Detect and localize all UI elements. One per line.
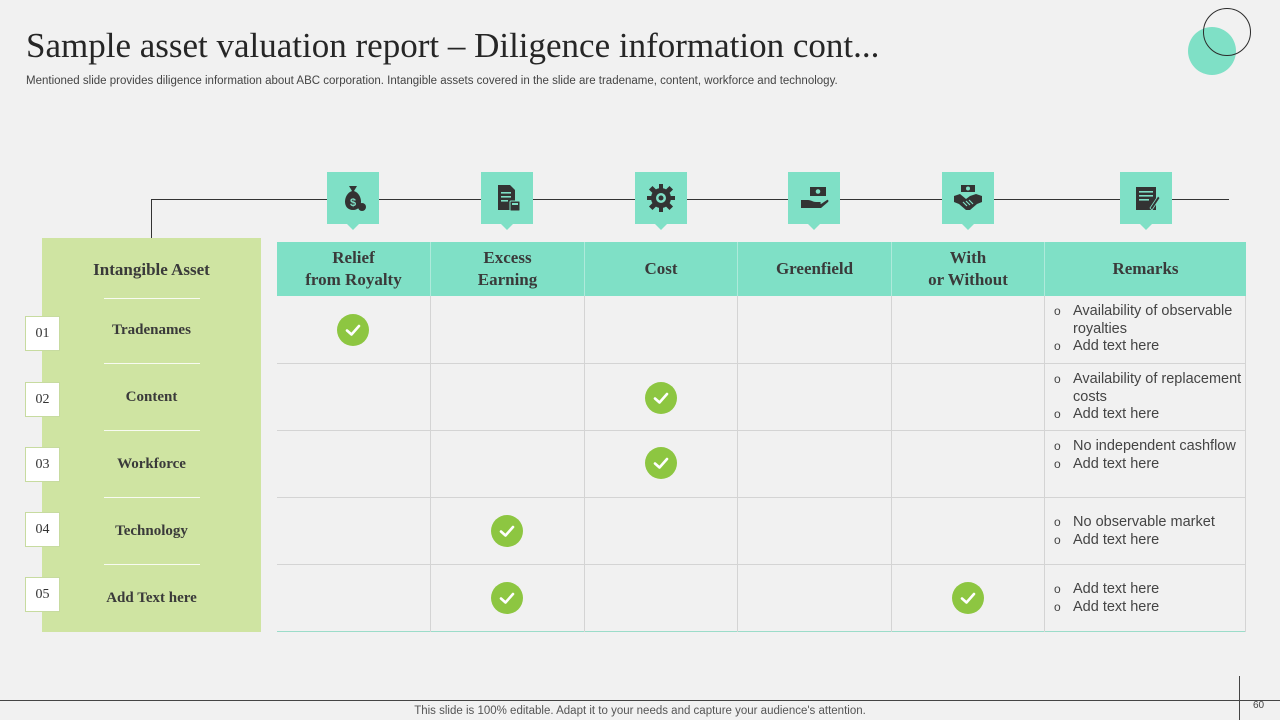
remark-item: o Availability of replacement costs <box>1054 371 1242 405</box>
asset-number-05: 05 <box>25 577 60 612</box>
page-subtitle: Mentioned slide provides diligence infor… <box>26 75 838 87</box>
asset-number-03: 03 <box>25 447 60 482</box>
asset-number-04: 04 <box>25 512 60 547</box>
remark-item: o Availability of observable royalties <box>1054 303 1233 337</box>
remark-item: o Add text here <box>1054 338 1160 354</box>
remarks-cell: o Availability of replacement costs o Add … <box>1054 371 1244 424</box>
remark-item: o Add text here <box>1054 531 1160 548</box>
column-divider <box>1245 296 1246 632</box>
row-divider <box>277 430 1246 431</box>
decorative-circle-outline <box>1203 8 1251 56</box>
remark-item: o No observable market <box>1054 514 1215 530</box>
column-divider <box>430 296 431 632</box>
column-header-cost: Cost <box>585 242 738 296</box>
column-header-relief-from-royalty: Relief from Royalty <box>277 242 431 296</box>
remark-item: o Add text here <box>1054 581 1160 597</box>
column-divider <box>891 296 892 632</box>
footer-divider <box>0 700 1280 701</box>
check-icon <box>645 447 677 479</box>
asset-name-tradenames: Tradenames <box>112 322 191 338</box>
column-header-excess-earning: Excess Earning <box>431 242 585 296</box>
remarks-cell: o Add text here o Add text here <box>1054 581 1244 616</box>
check-icon <box>645 382 677 414</box>
page-number: 60 <box>1253 700 1265 711</box>
column-header-remarks: Remarks <box>1045 242 1246 296</box>
document-calculator-icon <box>481 172 533 230</box>
check-icon <box>337 314 369 346</box>
remark-item: o Add text here <box>1054 406 1160 422</box>
column-header-greenfield: Greenfield <box>738 242 892 296</box>
hand-money-icon <box>788 172 840 230</box>
remarks-cell: o No independent cashflow o Add text here <box>1054 438 1244 473</box>
gear-icon <box>635 172 687 230</box>
remark-item: o Add text here <box>1054 598 1160 615</box>
footer-page-divider <box>1239 676 1240 720</box>
asset-name-add-text: Add Text here <box>106 590 197 606</box>
row-divider <box>277 497 1246 498</box>
asset-name-workforce: Workforce <box>117 456 186 472</box>
handshake-icon <box>942 172 994 230</box>
check-icon <box>491 582 523 614</box>
asset-name-technology: Technology <box>115 523 188 539</box>
asset-number-01: 01 <box>25 316 60 351</box>
intangible-asset-panel: Intangible Asset Tradenames Content Work… <box>42 238 261 632</box>
remarks-cell: o No observable market o Add text here <box>1054 514 1244 549</box>
column-header-with-or-without: With or Without <box>892 242 1045 296</box>
asset-name-content: Content <box>125 389 178 405</box>
page-title: Sample asset valuation report – Diligenc… <box>26 26 880 65</box>
connector-line <box>151 199 1229 200</box>
intangible-asset-header: Intangible Asset <box>93 260 210 279</box>
footer-note: This slide is 100% editable. Adapt it to… <box>414 705 866 717</box>
column-divider <box>1044 296 1045 632</box>
check-icon <box>491 515 523 547</box>
asset-divider <box>104 564 200 565</box>
row-divider <box>277 363 1246 364</box>
check-icon <box>952 582 984 614</box>
asset-divider <box>104 497 200 498</box>
column-divider <box>737 296 738 632</box>
column-divider <box>584 296 585 632</box>
money-bag-icon: $ <box>327 172 379 230</box>
asset-divider <box>104 430 200 431</box>
asset-number-02: 02 <box>25 382 60 417</box>
remark-item: o Add text here <box>1054 455 1160 472</box>
remark-item: o No independent cashflow <box>1054 438 1236 454</box>
svg-text:$: $ <box>350 197 356 209</box>
notes-icon <box>1120 172 1172 230</box>
asset-divider <box>104 363 200 364</box>
valuation-method-table: Relief from Royalty Excess Earning Cost Gr… <box>277 242 1246 632</box>
asset-divider <box>104 298 200 299</box>
row-divider <box>277 564 1246 565</box>
connector-drop-line <box>151 199 152 239</box>
